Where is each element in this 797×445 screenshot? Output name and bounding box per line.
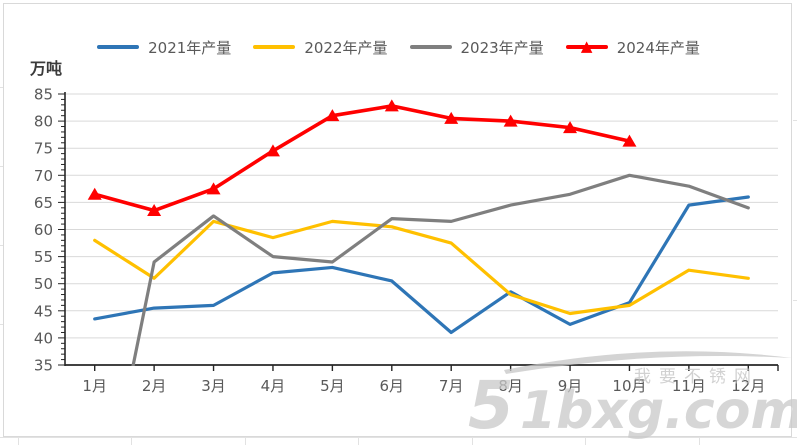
y-tick-label: 45	[34, 302, 53, 320]
x-tick-label: 7月	[439, 377, 464, 395]
legend-item-2024[interactable]: ▲ 2024年产量	[565, 37, 700, 58]
legend-label: 2023年产量	[460, 38, 544, 57]
y-tick-label: 75	[34, 140, 53, 158]
y-tick-label: 35	[34, 357, 53, 375]
series-line-2022	[93, 219, 750, 316]
x-tick-label: 12月	[731, 377, 765, 395]
x-tick-label: 11月	[672, 377, 706, 395]
y-tick-label: 60	[34, 221, 53, 239]
x-tick-label: 8月	[498, 377, 523, 395]
y-tick-label: 70	[34, 167, 53, 185]
x-tick-label: 1月	[82, 377, 107, 395]
x-tick-label: 4月	[261, 377, 286, 395]
x-tick-label: 9月	[558, 377, 583, 395]
triangle-marker-icon	[444, 111, 459, 124]
legend-label: 2024年产量	[616, 38, 700, 57]
sheet-gridline	[0, 324, 4, 325]
x-tick-label: 6月	[380, 377, 405, 395]
x-tick-label: 10月	[612, 377, 646, 395]
sheet-gridline	[358, 437, 359, 445]
y-tick-label: 55	[34, 248, 53, 266]
series-line-2023	[131, 173, 750, 366]
y-tick-label: 80	[34, 113, 53, 131]
sheet-gridline	[18, 437, 19, 445]
sheet-gridline	[0, 87, 4, 88]
triangle-marker-icon	[147, 204, 162, 217]
x-tick-label: 5月	[320, 377, 345, 395]
series-line-2024	[92, 104, 632, 213]
x-tick-label: 3月	[201, 377, 226, 395]
y-axis-unit-label: 万吨	[30, 59, 63, 78]
triangle-marker-icon	[87, 187, 102, 200]
y-tick-label: 85	[34, 86, 53, 104]
sheet-gridline	[793, 300, 797, 301]
x-tick-label: 2月	[142, 377, 167, 395]
sheet-gridline	[699, 437, 700, 445]
y-tick-label: 50	[34, 275, 53, 293]
sheet-gridline	[0, 245, 4, 246]
y-tick-label: 40	[34, 329, 53, 347]
legend-line-swatch	[97, 45, 140, 49]
series-line-2021	[93, 195, 750, 335]
sheet-gridline	[472, 437, 473, 445]
chart-legend: 2021年产量 2022年产量 2023年产量 ▲ 2024年产量	[0, 34, 797, 60]
triangle-marker-icon	[206, 182, 221, 195]
triangle-marker-icon	[563, 121, 578, 134]
legend-label: 2021年产量	[148, 38, 232, 57]
sheet-gridline	[131, 437, 132, 445]
sheet-gridline	[0, 437, 797, 438]
triangle-marker-icon	[503, 114, 518, 127]
triangle-marker-icon	[265, 144, 280, 157]
sheet-gridline	[0, 166, 4, 167]
triangle-marker-icon	[325, 109, 340, 122]
legend-line-swatch: ▲	[565, 38, 608, 53]
y-tick-label: 65	[34, 194, 53, 212]
legend-line-swatch	[409, 45, 452, 49]
legend-line-swatch	[253, 45, 296, 49]
sheet-gridline	[585, 437, 586, 445]
legend-item-2021[interactable]: 2021年产量	[97, 37, 231, 58]
legend-triangle-marker-icon: ▲	[580, 36, 593, 55]
sheet-gridline	[793, 120, 797, 121]
legend-item-2023[interactable]: 2023年产量	[409, 37, 544, 58]
legend-item-2022[interactable]: 2022年产量	[253, 37, 388, 58]
triangle-marker-icon	[384, 99, 399, 112]
sheet-gridline	[245, 437, 246, 445]
legend-label: 2022年产量	[304, 38, 388, 57]
triangle-marker-icon	[622, 134, 637, 147]
